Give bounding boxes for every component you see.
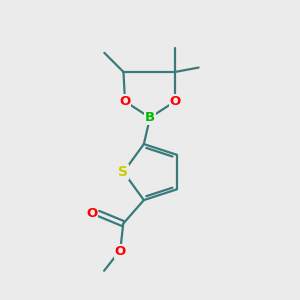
Text: S: S xyxy=(118,165,128,179)
Text: O: O xyxy=(169,95,181,108)
Text: B: B xyxy=(145,111,155,124)
Text: O: O xyxy=(115,245,126,258)
Text: O: O xyxy=(119,95,130,108)
Text: O: O xyxy=(86,207,98,220)
